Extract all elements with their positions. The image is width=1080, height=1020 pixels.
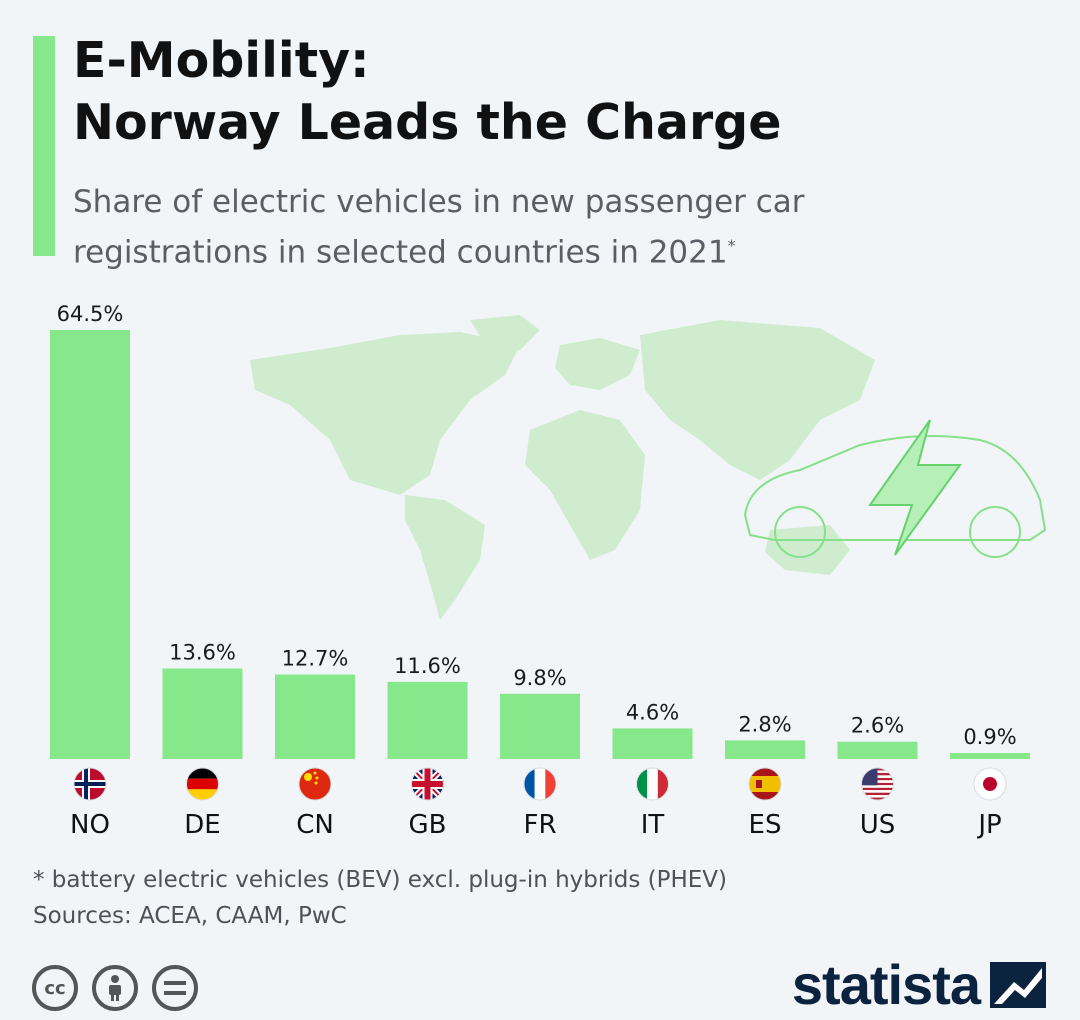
value-label-jp: 0.9%: [963, 725, 1016, 749]
category-label-cn: CN: [296, 810, 334, 840]
world-map-illustration: [250, 315, 875, 620]
flag-us-icon: [861, 767, 894, 801]
statista-logo-icon: [990, 962, 1046, 1008]
category-label-de: DE: [184, 810, 220, 840]
sources-text: Sources: ACEA, CAAM, PwC: [33, 903, 347, 929]
bar-de: [162, 668, 243, 759]
title-line-1: E-Mobility:: [73, 32, 370, 89]
chart-subtitle: Share of electric vehicles in new passen…: [73, 180, 893, 274]
bar-gb: [387, 681, 468, 759]
bar-chart: 64.5% NO 13.6% DE 12.7% CN 11.6% GB 9.8% FR 4.6% IT…: [50, 302, 1047, 840]
subtitle-line-1: Share of electric vehicles in new passen…: [73, 184, 805, 220]
category-label-es: ES: [749, 810, 782, 840]
electric-car-icon: [743, 419, 1047, 558]
no-derivatives-icon[interactable]: [152, 965, 198, 1011]
subtitle-footnote-marker: *: [727, 236, 736, 255]
category-label-jp: JP: [976, 810, 1001, 840]
value-label-cn: 12.7%: [282, 647, 349, 671]
chart-title: E-Mobility: Norway Leads the Charge: [73, 30, 781, 154]
value-label-gb: 11.6%: [394, 654, 461, 678]
statista-logo[interactable]: statista: [792, 955, 1046, 1015]
chart-area: 64.5% NO 13.6% DE 12.7% CN 11.6% GB 9.8% FR 4.6% IT…: [0, 290, 1080, 850]
subtitle-line-2: registrations in selected countries in 2…: [73, 224, 893, 274]
title-line-2: Norway Leads the Charge: [73, 94, 782, 151]
flag-no-icon: [73, 767, 107, 801]
bar-es: [725, 740, 805, 759]
subtitle-line-2-text: registrations in selected countries in 2…: [73, 234, 728, 271]
attribution-icon[interactable]: [92, 965, 138, 1011]
flag-cn-icon: [298, 767, 332, 801]
person-icon: [109, 975, 121, 1001]
footnote-text: * battery electric vehicles (BEV) excl. …: [33, 867, 727, 893]
value-label-de: 13.6%: [169, 641, 236, 665]
flag-es-icon: [748, 767, 782, 801]
creative-commons-icon[interactable]: cc: [32, 965, 78, 1011]
bar-us: [837, 741, 918, 759]
equals-icon: [164, 981, 186, 995]
value-label-fr: 9.8%: [513, 666, 566, 690]
flag-jp-icon: [973, 767, 1007, 801]
category-label-us: US: [860, 810, 896, 840]
value-label-no: 64.5%: [57, 302, 124, 326]
flag-de-icon: [186, 767, 219, 801]
bar-fr: [500, 693, 580, 759]
category-label-it: IT: [641, 810, 665, 840]
bar-jp: [950, 753, 1030, 759]
flag-gb-icon: [411, 767, 444, 801]
footnote-block: * battery electric vehicles (BEV) excl. …: [33, 862, 727, 934]
flag-it-icon: [636, 767, 669, 801]
category-label-gb: GB: [409, 810, 447, 840]
value-label-it: 4.6%: [626, 700, 679, 724]
flag-fr-icon: [523, 767, 557, 801]
license-icons: cc: [32, 965, 198, 1011]
value-label-us: 2.6%: [851, 714, 904, 738]
bar-no: [50, 330, 130, 759]
bars-layer: 64.5% NO 13.6% DE 12.7% CN 11.6% GB 9.8% FR 4.6% IT…: [50, 302, 1030, 840]
statista-wordmark: statista: [791, 953, 981, 1016]
category-label-fr: FR: [523, 810, 556, 840]
bar-cn: [275, 674, 355, 759]
value-label-es: 2.8%: [738, 712, 791, 736]
title-accent-bar: [33, 36, 55, 256]
category-label-no: NO: [70, 810, 110, 840]
bar-it: [612, 728, 693, 759]
